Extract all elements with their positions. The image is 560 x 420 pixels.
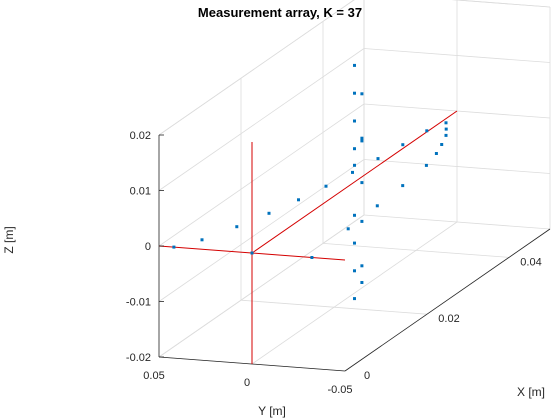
x-reference-line — [251, 110, 458, 254]
chart-title: Measurement array, K = 37 — [198, 5, 362, 20]
y-tick-label: 0.05 — [143, 370, 164, 382]
z-tick-label: 0.02 — [130, 130, 151, 142]
x-tick-label: 0.04 — [520, 256, 541, 268]
axis-box — [158, 135, 551, 372]
grid-layer — [158, 0, 551, 372]
grid-line — [158, 103, 365, 247]
data-point — [353, 91, 356, 95]
grid-line — [158, 0, 355, 136]
tick-labels: 0.02 0.01 0 -0.01 -0.02 0.05 0 -0.05 0 0.02 0.04 — [126, 130, 542, 396]
x-tick-label: 0.02 — [438, 313, 459, 325]
data-point — [353, 241, 356, 245]
data-point — [360, 281, 364, 284]
data-point — [401, 143, 405, 147]
grid-line — [158, 159, 365, 302]
data-point — [360, 219, 364, 223]
data-point — [351, 170, 354, 174]
data-point — [376, 157, 380, 161]
data-point — [353, 269, 356, 273]
z-tick-label: 0 — [145, 241, 151, 253]
data-point — [172, 245, 176, 249]
data-point — [353, 119, 356, 123]
grid-line — [251, 221, 458, 365]
y-tick-label: -0.05 — [327, 384, 352, 396]
x-tick-label: 0 — [364, 370, 370, 382]
pane-edge — [451, 0, 551, 8]
data-point — [360, 181, 364, 185]
data-point — [360, 136, 364, 140]
grid-line — [363, 159, 551, 174]
data-point — [353, 63, 356, 67]
grid-line — [363, 48, 551, 63]
data-point — [425, 129, 429, 133]
data-point — [353, 163, 356, 167]
data-point — [250, 251, 254, 255]
data-point — [444, 127, 448, 131]
grid-line — [363, 214, 551, 230]
z-tick-label: -0.02 — [126, 352, 151, 364]
grid-line — [158, 48, 365, 191]
data-point — [434, 152, 438, 155]
z-tick-label: -0.01 — [126, 297, 151, 309]
data-point — [353, 213, 356, 217]
data-point — [444, 133, 448, 137]
data-point — [353, 147, 356, 151]
data-point — [346, 227, 350, 231]
data-point — [360, 92, 364, 96]
data-point — [353, 297, 356, 301]
x-axis-line — [344, 228, 551, 372]
data-point — [235, 225, 239, 229]
data-points — [172, 63, 448, 301]
data-point — [401, 184, 405, 188]
data-point — [324, 184, 328, 188]
z-axis-label: Z [m] — [2, 226, 16, 253]
pane-edge — [158, 0, 355, 136]
data-point — [200, 238, 204, 242]
data-point — [424, 163, 428, 167]
z-tick-label: 0.01 — [130, 186, 151, 198]
data-point — [267, 211, 271, 215]
data-point — [375, 204, 379, 208]
x-axis-label: X [m] — [517, 385, 545, 399]
data-point — [360, 139, 364, 143]
y-tick-label: 0 — [244, 377, 250, 389]
data-point — [360, 264, 364, 268]
data-point — [310, 256, 314, 259]
data-point — [297, 198, 300, 202]
y-axis-label: Y [m] — [258, 404, 286, 418]
data-point — [444, 121, 448, 125]
data-point — [440, 143, 444, 146]
grid-line — [158, 214, 365, 358]
